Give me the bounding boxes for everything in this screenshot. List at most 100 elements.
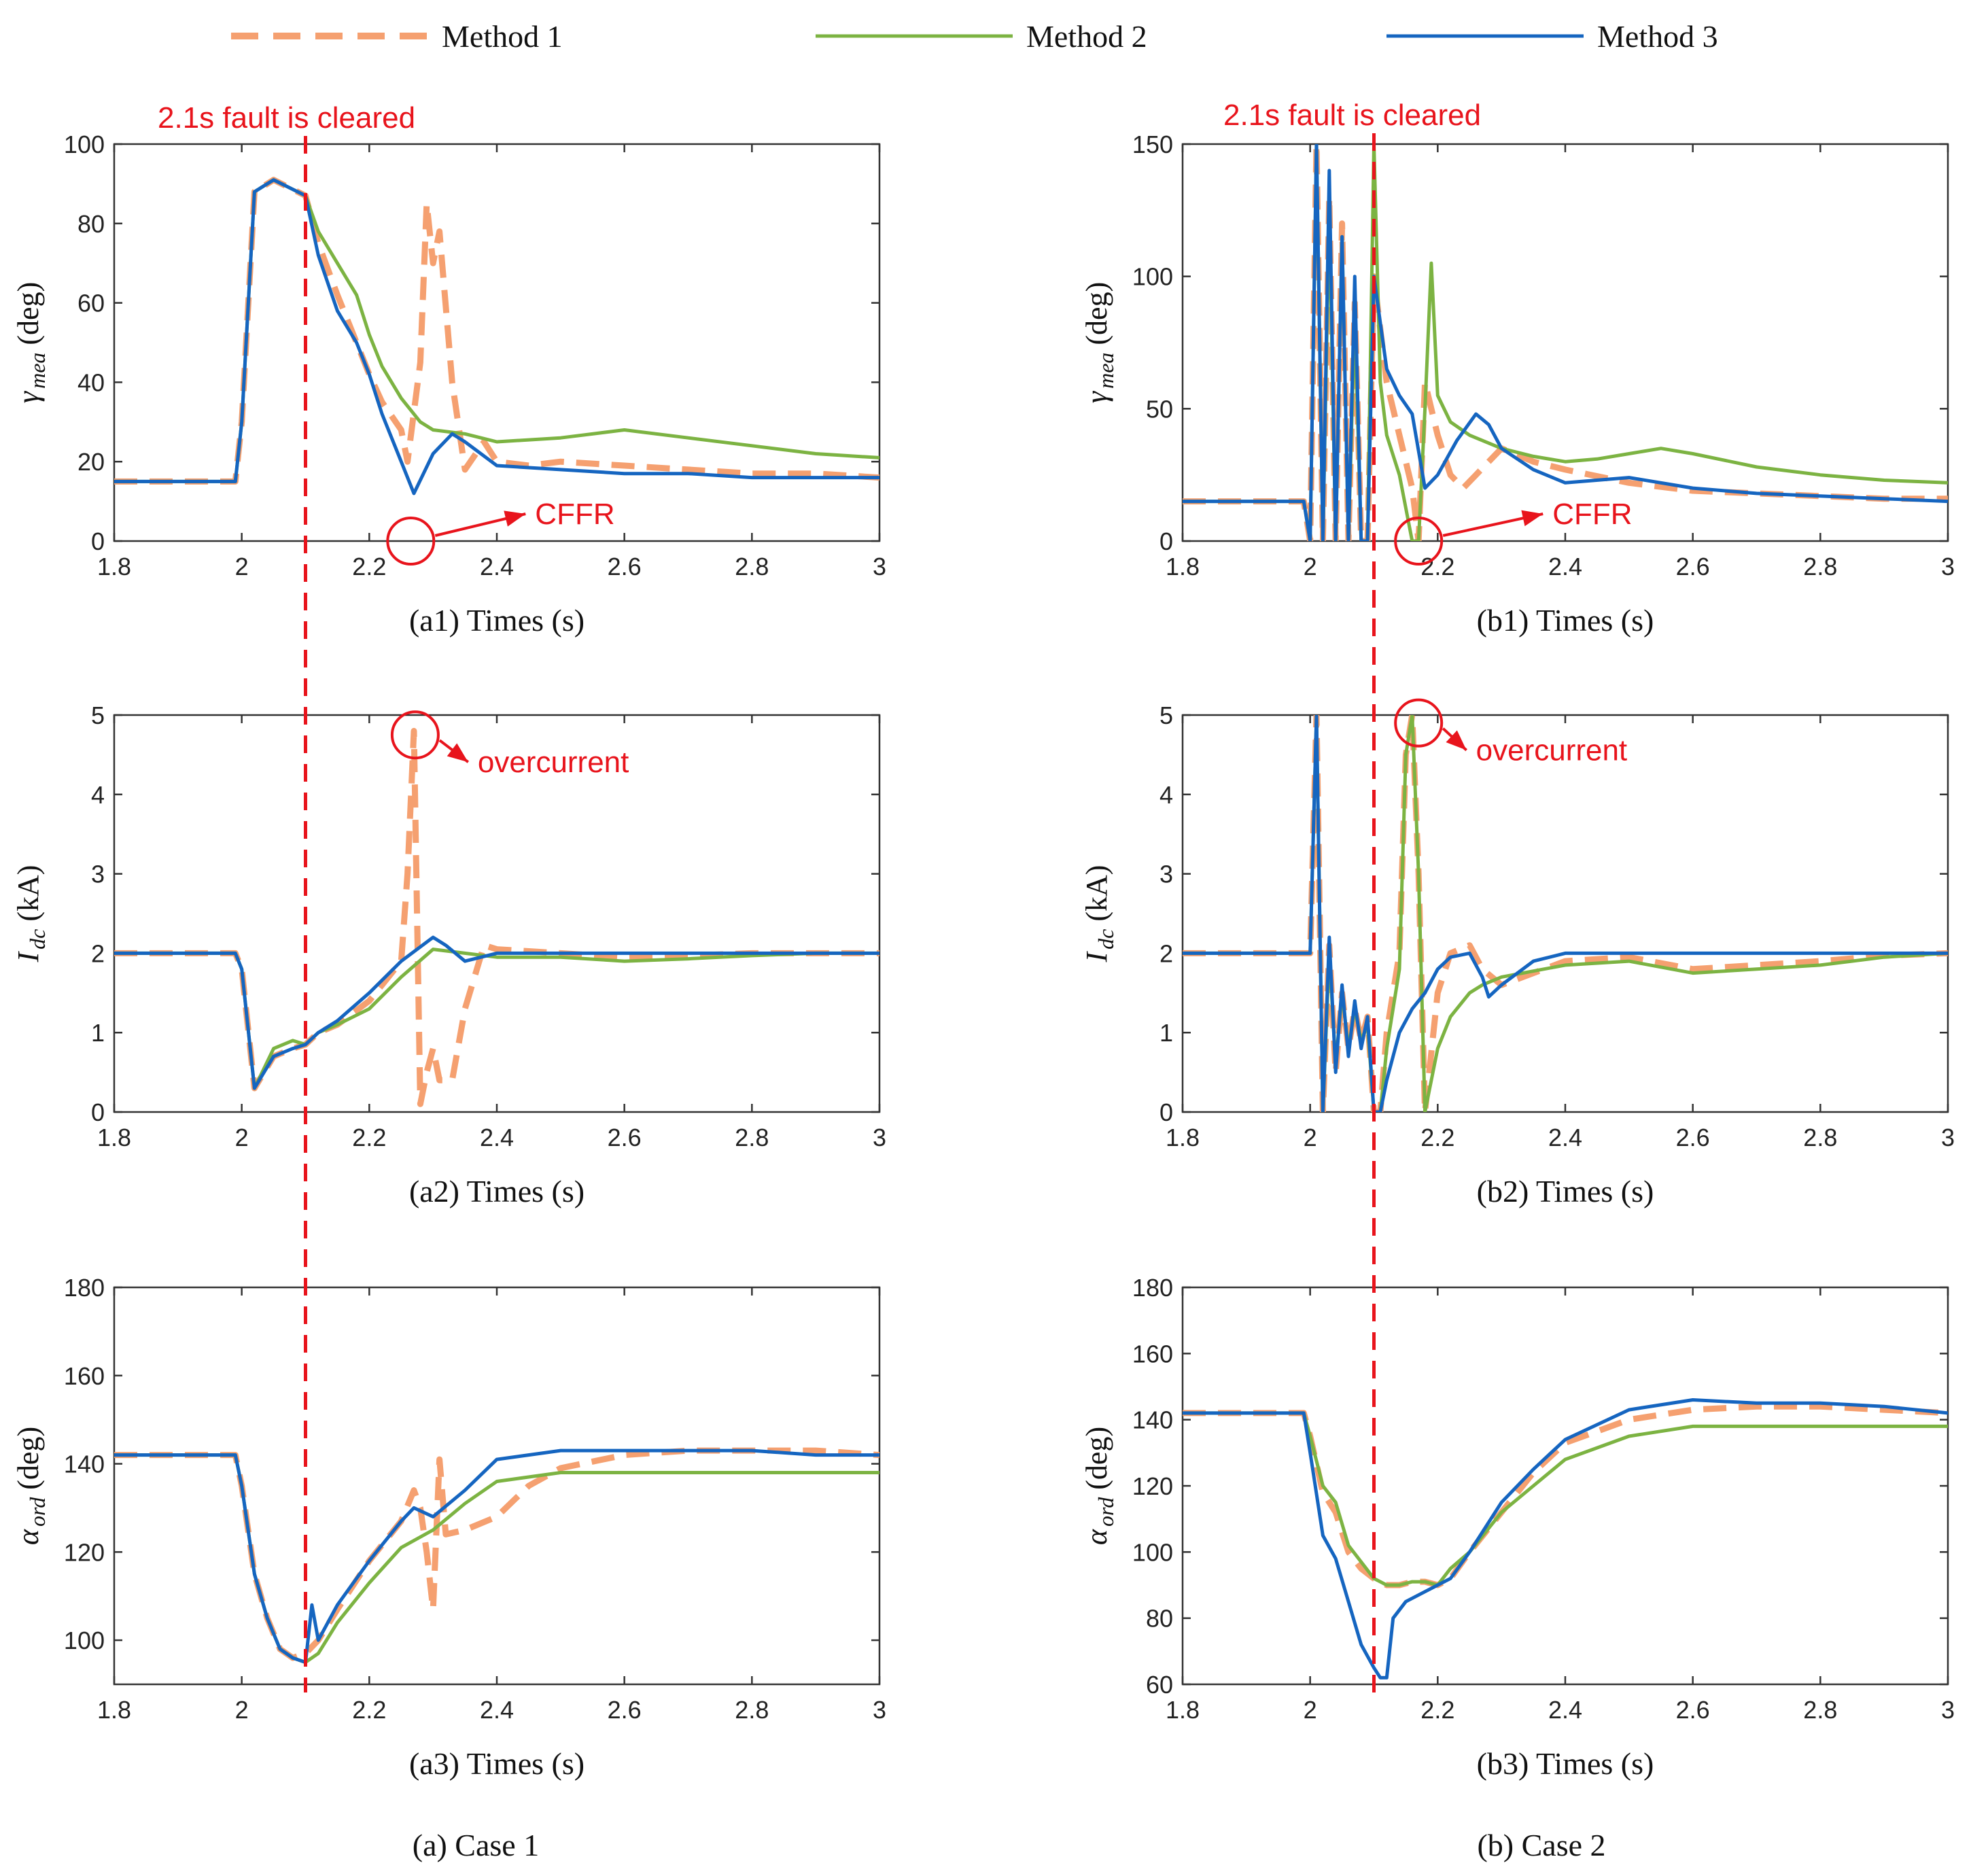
y-tick-label: 150 <box>1132 131 1173 158</box>
y-tick-label: 100 <box>1132 263 1173 291</box>
x-axis-label: (b1) Times (s) <box>1477 603 1654 638</box>
x-tick-label: 1.8 <box>1166 1696 1200 1724</box>
y-tick-label: 0 <box>91 1098 105 1126</box>
y-axis-label: αord (deg) <box>12 1427 50 1545</box>
x-tick-label: 3 <box>873 1124 886 1151</box>
x-tick-label: 2.4 <box>1548 1124 1582 1151</box>
annotation-arrowhead <box>1521 510 1543 527</box>
x-tick-label: 2.4 <box>1548 1696 1582 1724</box>
y-tick-label: 180 <box>1132 1274 1173 1302</box>
x-axis-label: (b2) Times (s) <box>1477 1174 1654 1209</box>
x-tick-label: 2.8 <box>1803 1124 1837 1151</box>
y-tick-label: 2 <box>1159 939 1173 967</box>
series-line-method-2 <box>1183 1411 1948 1587</box>
plot-frame <box>1181 1286 1949 1686</box>
y-axis-label: αord (deg) <box>1080 1427 1118 1545</box>
x-tick-label: 2 <box>1304 1124 1317 1151</box>
series-line-method-1 <box>1183 715 1948 1112</box>
x-tick-label: 2.8 <box>1803 553 1837 580</box>
y-tick-label: 60 <box>1146 1671 1173 1699</box>
series-line-method-1 <box>114 177 879 485</box>
y-tick-label: 4 <box>91 781 105 809</box>
x-tick-label: 2.4 <box>480 553 514 580</box>
x-tick-label: 2.6 <box>608 1124 642 1151</box>
series-group <box>1183 1398 1948 1680</box>
series-line-method-3 <box>114 178 879 496</box>
y-tick-label: 2 <box>91 939 105 967</box>
x-tick-label: 2.6 <box>1676 1696 1710 1724</box>
y-tick-label: 160 <box>1132 1340 1173 1368</box>
x-tick-label: 2.2 <box>1420 1124 1454 1151</box>
y-tick-label: 180 <box>64 1274 105 1302</box>
x-tick-label: 3 <box>873 553 886 580</box>
series-line-method-3 <box>114 935 879 1090</box>
x-tick-label: 2 <box>235 1124 249 1151</box>
panel-a3: 1.8 2 2.2 2.4 2.6 2.8 3 100 120 140 160 180 αord (de… <box>12 1274 886 1781</box>
y-tick-label: 120 <box>64 1538 105 1566</box>
series-line-method-3 <box>114 1448 879 1665</box>
annotation-arrowhead <box>504 510 526 527</box>
y-tick-label: 80 <box>1146 1605 1173 1633</box>
y-tick-label: 5 <box>91 701 105 729</box>
annotation-arrowhead <box>447 743 468 763</box>
panel-a1: 1.8 2 2.2 2.4 2.6 2.8 3 0 20 40 60 80 100 γmea (deg) (… <box>12 131 886 638</box>
x-tick-label: 2.6 <box>608 553 642 580</box>
x-tick-label: 2.8 <box>735 553 769 580</box>
x-tick-label: 2.6 <box>1676 553 1710 580</box>
series-group <box>1183 144 1948 541</box>
annotation-circle <box>1394 698 1444 748</box>
y-tick-label: 3 <box>1159 861 1173 888</box>
y-tick-label: 0 <box>91 527 105 555</box>
legend: Method 1 Method 2 Method 3 <box>231 19 1718 54</box>
series-line-method-1 <box>1183 1403 1948 1588</box>
panel-b3: 1.8 2 2.2 2.4 2.6 2.8 3 60 80 100 120 140 160 180 αord… <box>1080 1274 1955 1781</box>
x-tick-label: 3 <box>1941 553 1955 580</box>
annotation-label: overcurrent <box>1476 734 1628 767</box>
x-tick-label: 3 <box>873 1696 886 1724</box>
x-tick-label: 2.2 <box>352 1696 386 1724</box>
x-tick-label: 2.4 <box>480 1124 514 1151</box>
x-tick-label: 2.6 <box>608 1696 642 1724</box>
x-tick-label: 2 <box>1304 553 1317 580</box>
panel-a2: 1.8 2 2.2 2.4 2.6 2.8 3 0 1 2 3 4 5 Idc (kA) (a2) Time… <box>12 701 886 1209</box>
x-tick-label: 2.4 <box>480 1696 514 1724</box>
series-line-method-2 <box>114 1453 879 1665</box>
x-tick-label: 2 <box>235 553 249 580</box>
y-tick-label: 60 <box>77 290 105 317</box>
x-tick-label: 2.8 <box>735 1124 769 1151</box>
y-tick-label: 140 <box>64 1451 105 1478</box>
plot-frame <box>1181 714 1949 1113</box>
y-tick-label: 80 <box>77 210 105 238</box>
y-axis-label: Idc (kA) <box>12 865 50 963</box>
series-line-method-3 <box>1183 715 1948 1112</box>
x-tick-label: 2.2 <box>352 1124 386 1151</box>
y-tick-label: 3 <box>91 861 105 888</box>
series-line-method-2 <box>114 948 879 1090</box>
x-tick-label: 3 <box>1941 1124 1955 1151</box>
y-tick-label: 160 <box>64 1362 105 1390</box>
legend-label-method-3: Method 3 <box>1597 19 1718 54</box>
plot-frame <box>113 1286 881 1686</box>
caption-b: (b) Case 2 <box>1477 1828 1605 1862</box>
y-tick-label: 100 <box>64 1627 105 1654</box>
annotation-label: CFFR <box>535 498 614 531</box>
x-axis-label: (b3) Times (s) <box>1477 1746 1654 1781</box>
x-tick-label: 1.8 <box>97 553 131 580</box>
panel-b2: 1.8 2 2.2 2.4 2.6 2.8 3 0 1 2 3 4 5 Idc (kA) (b2) Time… <box>1080 698 1955 1209</box>
y-tick-label: 1 <box>1159 1019 1173 1047</box>
x-axis-label: (a2) Times (s) <box>409 1174 585 1209</box>
y-tick-label: 0 <box>1159 1098 1173 1126</box>
panel-b1: 1.8 2 2.2 2.4 2.6 2.8 3 0 50 100 150 γmea (deg) (b1)… <box>1080 131 1955 638</box>
x-tick-label: 2 <box>1304 1696 1317 1724</box>
series-group <box>114 177 879 496</box>
y-tick-label: 50 <box>1146 395 1173 423</box>
caption-a: (a) Case 1 <box>413 1828 539 1862</box>
x-tick-label: 2.4 <box>1548 553 1582 580</box>
x-tick-label: 2.8 <box>1803 1696 1837 1724</box>
series-line-method-1 <box>1183 144 1948 541</box>
series-line-method-2 <box>114 178 879 483</box>
x-tick-label: 3 <box>1941 1696 1955 1724</box>
x-tick-label: 2.8 <box>735 1696 769 1724</box>
